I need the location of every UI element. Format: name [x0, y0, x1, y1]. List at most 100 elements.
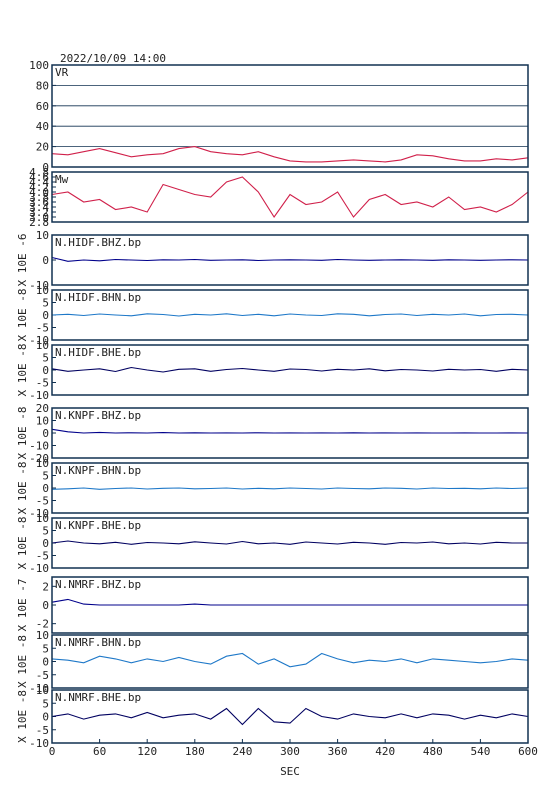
trace [51, 313, 529, 317]
trace [51, 487, 529, 490]
y-tick-label: -10 [29, 562, 49, 575]
y-tick-label: 0 [42, 254, 49, 267]
panel-frame [51, 517, 529, 569]
y-tick-label: -10 [29, 334, 49, 347]
x-tick-label: 60 [93, 745, 106, 758]
panel-label: N.KNPF.BHZ.bp [55, 409, 141, 422]
panel-frame [51, 64, 529, 168]
y-tick-label: -10 [29, 682, 49, 695]
trace [51, 428, 529, 434]
trace [51, 540, 528, 545]
y-tick-label: 0 [42, 599, 49, 612]
panel-label: N.KNPF.BHE.bp [55, 519, 141, 532]
y-tick-label: 3.8 [29, 191, 49, 204]
y-tick-label: -10 [29, 507, 49, 520]
y-tick-label: -10 [29, 440, 49, 453]
x-tick-label: 600 [518, 745, 538, 758]
x-tick-label: 240 [232, 745, 252, 758]
y-tick-label: 5 [42, 297, 49, 310]
chart-title: 2022/10/09 14:00 [60, 52, 166, 65]
trace [51, 598, 528, 606]
y-tick-label: -5 [36, 322, 49, 335]
y-tick-label: 0 [42, 537, 49, 550]
y-tick-label: 4.8 [29, 166, 49, 179]
y-axis-label: X 10E -8 [16, 690, 29, 743]
y-tick-label: 10 [36, 457, 49, 470]
y-tick-label: 5 [42, 470, 49, 483]
y-tick-label: 2.8 [29, 216, 49, 229]
y-tick-label: -5 [36, 550, 49, 563]
trace [51, 652, 529, 668]
y-tick-label: 4.2 [29, 181, 49, 194]
panel-frame [51, 634, 529, 689]
y-tick-label: 80 [36, 79, 49, 92]
panel-frame [51, 289, 529, 341]
panel-label: N.NMRF.BHZ.bp [55, 578, 141, 591]
y-tick-label: 0 [42, 309, 49, 322]
y-axis-label: X 10E -8 [16, 462, 29, 515]
x-tick-label: 0 [49, 745, 56, 758]
panel-label: N.HIDF.BHE.bp [55, 346, 141, 359]
y-tick-label: 0 [42, 161, 49, 174]
y-tick-label: 3.4 [29, 201, 49, 214]
x-axis-label: SEC [280, 765, 300, 778]
x-tick-label: 540 [470, 745, 490, 758]
y-tick-label: 60 [36, 100, 49, 113]
y-tick-label: 4.0 [29, 186, 49, 199]
y-tick-label: -10 [29, 737, 49, 750]
y-axis-label: X 10E -8 [16, 517, 29, 570]
y-tick-label: 0 [42, 427, 49, 440]
y-axis-label: X 10E -6 [16, 234, 29, 287]
panel-label: N.HIDF.BHN.bp [55, 291, 141, 304]
y-tick-label: -5 [36, 377, 49, 390]
panel-label: N.NMRF.BHE.bp [55, 691, 141, 704]
y-tick-label: 3.6 [29, 196, 49, 209]
panel-frame [51, 344, 529, 396]
y-tick-label: 10 [36, 284, 49, 297]
panel-label: Mw [55, 173, 69, 186]
y-tick-label: 10 [36, 339, 49, 352]
trace [51, 707, 529, 726]
y-tick-label: -5 [36, 669, 49, 682]
y-tick-label: 5 [42, 642, 49, 655]
y-tick-label: -5 [36, 724, 49, 737]
x-tick-label: 360 [328, 745, 348, 758]
y-tick-label: 10 [36, 415, 49, 428]
panel-frame [51, 407, 529, 459]
panel-frame [51, 234, 529, 286]
y-tick-label: 10 [36, 684, 49, 697]
y-axis-label: X 10E -7 [16, 579, 29, 632]
y-tick-label: 5 [42, 697, 49, 710]
panel-label: N.KNPF.BHN.bp [55, 464, 141, 477]
trace [51, 366, 529, 373]
y-tick-label: 4.6 [29, 171, 49, 184]
y-tick-label: 0 [42, 482, 49, 495]
y-tick-label: 3.0 [29, 211, 49, 224]
x-tick-label: 420 [375, 745, 395, 758]
y-tick-label: 100 [29, 59, 49, 72]
panel-label: VR [55, 66, 69, 79]
x-tick-label: 300 [280, 745, 300, 758]
y-tick-label: -5 [36, 495, 49, 508]
y-tick-label: 20 [36, 402, 49, 415]
panel-frame [51, 462, 529, 514]
y-axis-label: X 10E -8 [16, 635, 29, 688]
y-tick-label: 40 [36, 120, 49, 133]
x-tick-label: 120 [137, 745, 157, 758]
y-axis-label: X 10E -8 [16, 407, 29, 460]
x-tick-label: 480 [423, 745, 443, 758]
y-tick-label: -10 [29, 389, 49, 402]
y-axis-label: X 10E -8 [16, 289, 29, 342]
trace [51, 146, 529, 163]
panel-label: N.NMRF.BHN.bp [55, 636, 141, 649]
y-tick-label: -20 [29, 452, 49, 465]
panel-frame [51, 171, 529, 223]
y-axis-label: X 10E -8 [16, 344, 29, 397]
trace [51, 176, 529, 218]
y-tick-label: 10 [36, 512, 49, 525]
y-tick-label: 10 [36, 629, 49, 642]
panel-label: N.HIDF.BHZ.bp [55, 236, 141, 249]
y-tick-label: 10 [36, 229, 49, 242]
x-tick-label: 180 [185, 745, 205, 758]
